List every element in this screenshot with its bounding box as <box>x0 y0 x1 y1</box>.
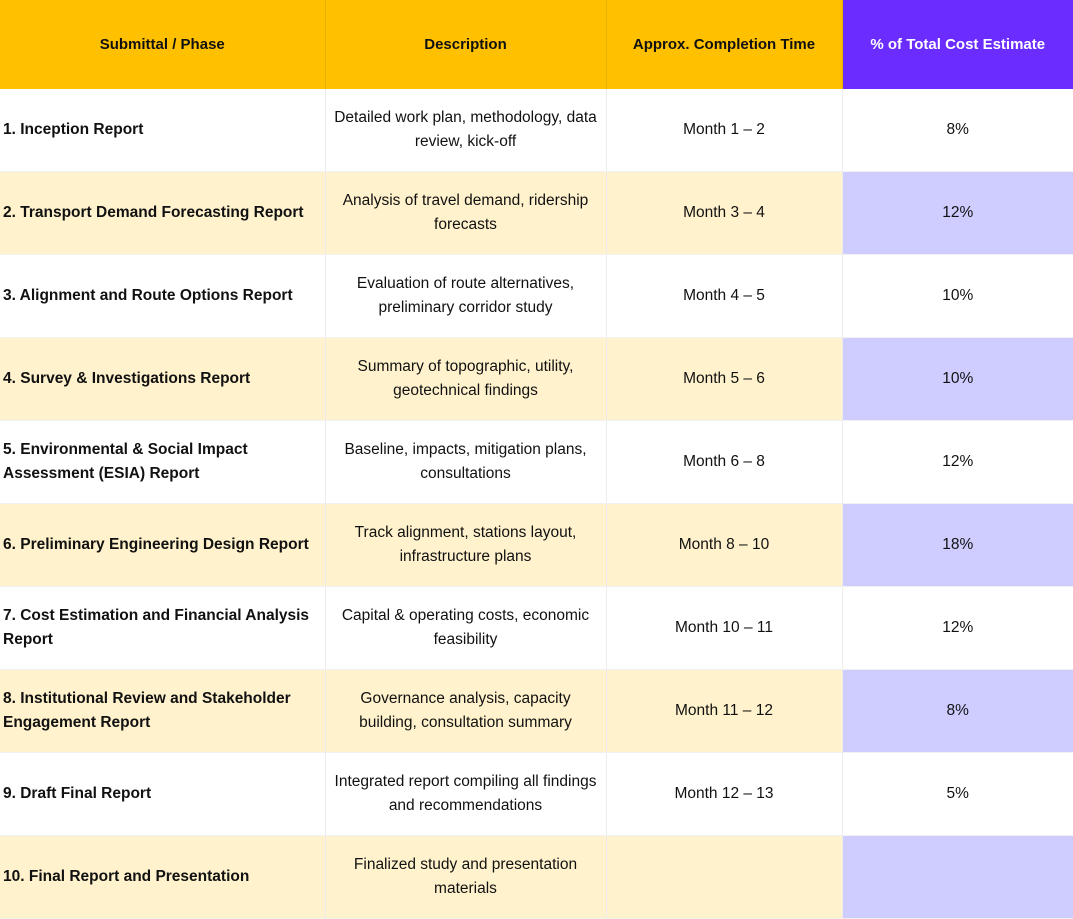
description-cell: Analysis of travel demand, ridership for… <box>325 171 607 255</box>
phase-cell: 1. Inception Report <box>0 89 326 172</box>
phase-cell: 3. Alignment and Route Options Report <box>0 254 326 338</box>
phase-cell: 4. Survey & Investigations Report <box>0 337 326 421</box>
completion-time-cell <box>606 835 843 919</box>
table-row: 2. Transport Demand Forecasting Report A… <box>0 171 1073 255</box>
phase-cell: 2. Transport Demand Forecasting Report <box>0 171 326 255</box>
phase-cell: 10. Final Report and Presentation <box>0 835 326 919</box>
completion-time-cell: Month 12 – 13 <box>606 752 843 836</box>
table-row: 9. Draft Final Report Integrated report … <box>0 752 1073 836</box>
description-cell: Baseline, impacts, mitigation plans, con… <box>325 420 607 504</box>
header-description: Description <box>325 0 607 89</box>
table-row: 1. Inception Report Detailed work plan, … <box>0 89 1073 172</box>
header-cost-estimate: % of Total Cost Estimate <box>842 0 1073 89</box>
cost-percent-cell: 12% <box>842 420 1073 504</box>
cost-percent-cell: 10% <box>842 254 1073 338</box>
cost-percent-cell: 12% <box>842 171 1073 255</box>
completion-time-cell: Month 1 – 2 <box>606 89 843 172</box>
cost-percent-cell: 18% <box>842 503 1073 587</box>
table-row: 3. Alignment and Route Options Report Ev… <box>0 254 1073 338</box>
table-row: 7. Cost Estimation and Financial Analysi… <box>0 586 1073 670</box>
completion-time-cell: Month 10 – 11 <box>606 586 843 670</box>
description-cell: Capital & operating costs, economic feas… <box>325 586 607 670</box>
header-completion-time: Approx. Completion Time <box>606 0 843 89</box>
description-cell: Governance analysis, capacity building, … <box>325 669 607 753</box>
cost-percent-cell: 8% <box>842 669 1073 753</box>
phase-cell: 6. Preliminary Engineering Design Report <box>0 503 326 587</box>
cost-percent-cell <box>842 835 1073 919</box>
description-cell: Detailed work plan, methodology, data re… <box>325 89 607 172</box>
cost-percent-cell: 8% <box>842 89 1073 172</box>
completion-time-cell: Month 5 – 6 <box>606 337 843 421</box>
phase-cell: 7. Cost Estimation and Financial Analysi… <box>0 586 326 670</box>
completion-time-cell: Month 4 – 5 <box>606 254 843 338</box>
table-row: 5. Environmental & Social Impact Assessm… <box>0 420 1073 504</box>
phase-cell: 8. Institutional Review and Stakeholder … <box>0 669 326 753</box>
description-cell: Integrated report compiling all findings… <box>325 752 607 836</box>
completion-time-cell: Month 3 – 4 <box>606 171 843 255</box>
table-row: 10. Final Report and Presentation Finali… <box>0 835 1073 919</box>
table-row: 8. Institutional Review and Stakeholder … <box>0 669 1073 753</box>
description-cell: Finalized study and presentation materia… <box>325 835 607 919</box>
completion-time-cell: Month 8 – 10 <box>606 503 843 587</box>
header-row: Submittal / Phase Description Approx. Co… <box>0 0 1073 89</box>
completion-time-cell: Month 6 – 8 <box>606 420 843 504</box>
completion-time-cell: Month 11 – 12 <box>606 669 843 753</box>
description-cell: Evaluation of route alternatives, prelim… <box>325 254 607 338</box>
cost-percent-cell: 10% <box>842 337 1073 421</box>
phase-cell: 5. Environmental & Social Impact Assessm… <box>0 420 326 504</box>
phase-cell: 9. Draft Final Report <box>0 752 326 836</box>
description-cell: Summary of topographic, utility, geotech… <box>325 337 607 421</box>
description-cell: Track alignment, stations layout, infras… <box>325 503 607 587</box>
table-row: 4. Survey & Investigations Report Summar… <box>0 337 1073 421</box>
cost-percent-cell: 12% <box>842 586 1073 670</box>
cost-percent-cell: 5% <box>842 752 1073 836</box>
header-phase: Submittal / Phase <box>0 0 326 89</box>
table-row: 6. Preliminary Engineering Design Report… <box>0 503 1073 587</box>
